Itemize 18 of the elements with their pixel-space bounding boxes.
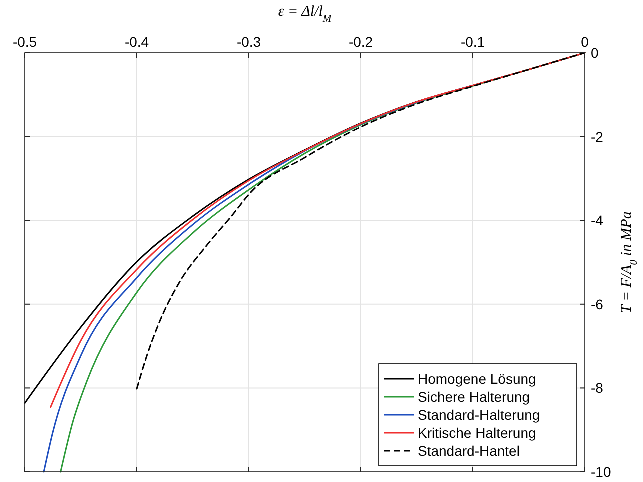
x-tick-label: -0.5 <box>12 34 38 50</box>
x-axis-title: ε = Δl/l$_{M}$ <box>278 4 333 24</box>
x-tick-label: 0 <box>581 34 590 50</box>
legend-label: Kritische Halterung <box>418 425 536 441</box>
y-tick-label: 0 <box>591 45 599 61</box>
y-tick-label: -8 <box>591 380 604 396</box>
legend-label: Homogene Lösung <box>418 371 536 387</box>
x-tick-label: -0.2 <box>348 34 374 50</box>
legend-label: Sichere Halterung <box>418 389 530 405</box>
y-tick-label: -4 <box>591 212 604 229</box>
x-tick-label: -0.3 <box>236 34 262 50</box>
y-tick-label: -6 <box>591 296 604 312</box>
legend-label: Standard-Hantel <box>418 443 520 459</box>
x-tick-label: -0.4 <box>124 34 150 50</box>
y-tick-label: -10 <box>591 464 612 480</box>
x-tick-label: -0.1 <box>460 34 486 50</box>
legend-label: Standard-Halterung <box>418 407 540 423</box>
y-tick-label: -2 <box>591 128 604 145</box>
